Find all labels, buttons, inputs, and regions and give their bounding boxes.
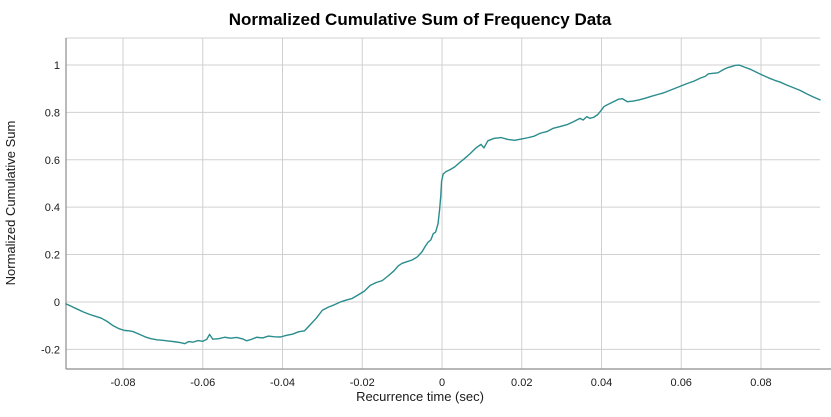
- x-tick-label: -0.06: [190, 377, 215, 389]
- y-tick-label: 0.2: [45, 250, 60, 262]
- x-tick-label: -0.08: [110, 377, 135, 389]
- y-axis-label: Normalized Cumulative Sum: [3, 121, 18, 286]
- y-tick-label: 1: [54, 60, 60, 72]
- x-tick-label: 0: [439, 377, 445, 389]
- x-axis-label: Recurrence time (sec): [356, 389, 484, 404]
- x-tick-label: 0.02: [511, 377, 532, 389]
- x-tick-label: -0.04: [270, 377, 295, 389]
- data-series-line: [65, 64, 821, 345]
- y-tick-label: 0: [54, 297, 60, 309]
- series-layer: [65, 64, 821, 345]
- x-tick-label: 0.04: [591, 377, 612, 389]
- tick-layer: -0.08 -0.06 -0.04 -0.02 0 0.02 0.04 0.06 0.08 -0.…: [41, 60, 772, 389]
- chart-title: Normalized Cumulative Sum of Frequency D…: [229, 10, 612, 29]
- axis-layer: [65, 37, 831, 370]
- y-tick-label: 0.6: [45, 155, 60, 167]
- y-tick-label: -0.2: [41, 344, 60, 356]
- grid-layer: [66, 38, 820, 369]
- x-tick-label: 0.08: [750, 377, 771, 389]
- x-tick-label: -0.02: [350, 377, 375, 389]
- x-tick-label: 0.06: [671, 377, 692, 389]
- y-tick-label: 0.4: [45, 202, 60, 214]
- y-tick-label: 0.8: [45, 107, 60, 119]
